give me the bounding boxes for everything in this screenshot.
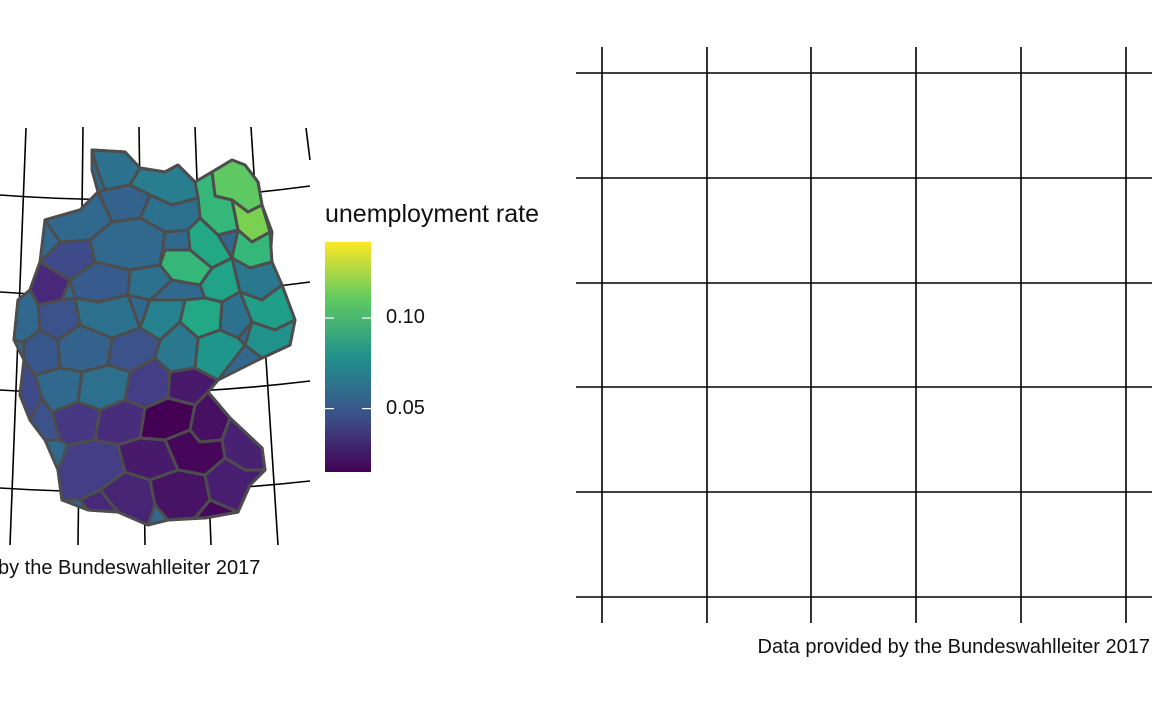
map-graticule [0,126,311,546]
grid-panel: Data provided by the Bundeswahlleiter 20… [570,0,1152,711]
germany-map [12,148,297,527]
colorbar [325,242,371,472]
empty-grid [576,47,1152,623]
grid-caption: Data provided by the Bundeswahlleiter 20… [757,636,1150,658]
legend-tick-label: 0.10 [386,306,425,329]
map-panel: unemployment rate 0.10 0.05 by the Bundes… [0,126,540,579]
legend-tick-label: 0.05 [386,396,425,419]
map-caption: by the Bundeswahlleiter 2017 [0,557,261,579]
legend-title: unemployment rate [325,200,540,228]
